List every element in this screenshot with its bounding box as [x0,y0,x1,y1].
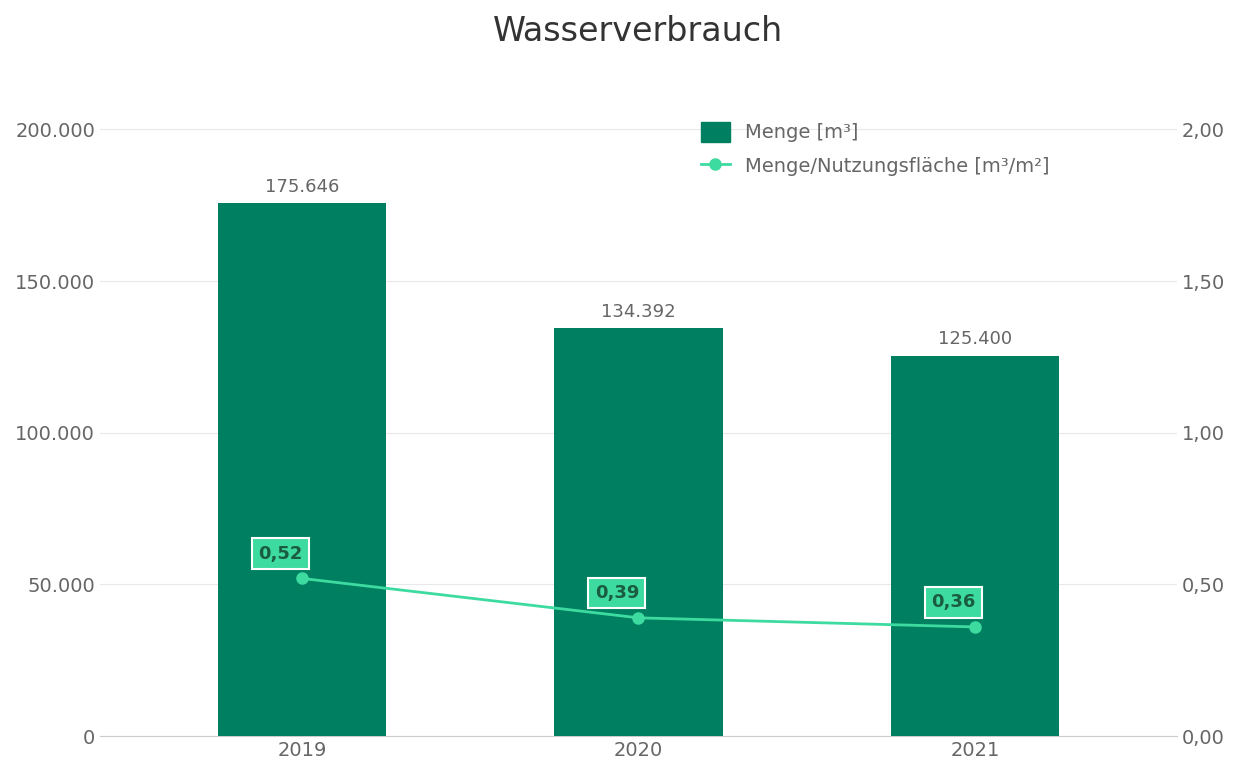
Text: 134.392: 134.392 [601,303,676,321]
Bar [554,329,723,736]
Bar [890,356,1059,736]
Bar [218,203,386,736]
Text: 0,39: 0,39 [595,584,639,602]
Legend: Menge [m³], Menge/Nutzungsfläche [m³/m²]: Menge [m³], Menge/Nutzungsfläche [m³/m²] [691,112,1060,186]
Title: Wasserverbrauch: Wasserverbrauch [494,15,784,48]
Text: 0,36: 0,36 [931,593,976,611]
Text: 125.400: 125.400 [937,330,1012,348]
Text: 0,52: 0,52 [258,545,303,563]
Text: 175.646: 175.646 [264,177,339,196]
